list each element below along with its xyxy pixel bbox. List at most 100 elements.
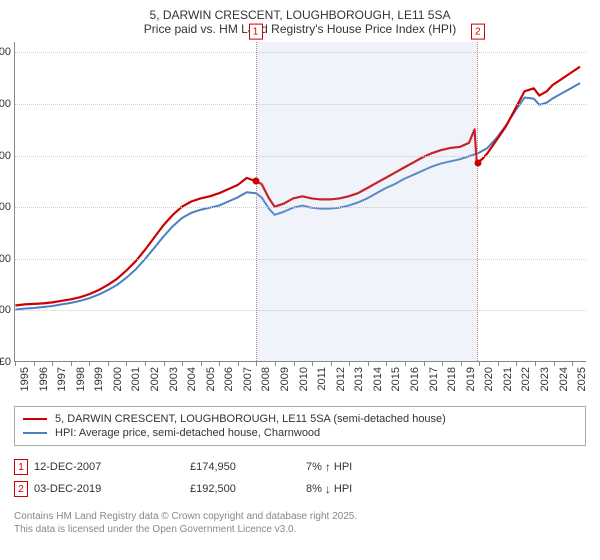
x-tick	[108, 361, 109, 366]
x-tick-label: 2010	[298, 367, 310, 391]
x-tick	[386, 361, 387, 366]
x-tick	[126, 361, 127, 366]
title-line-2: Price paid vs. HM Land Registry's House …	[14, 22, 586, 36]
x-tick-label: 2016	[409, 367, 421, 391]
x-tick	[498, 361, 499, 366]
x-tick	[312, 361, 313, 366]
x-tick-label: 1995	[19, 367, 31, 391]
x-tick-label: 2023	[539, 367, 551, 391]
x-tick-label: 2009	[279, 367, 291, 391]
x-tick-label: 1999	[93, 367, 105, 391]
x-tick-label: 2000	[112, 367, 124, 391]
y-tick-label: £100,000	[0, 253, 11, 265]
x-tick-label: 2020	[483, 367, 495, 391]
marker-dot-1	[252, 178, 259, 185]
x-tick-label: 2002	[149, 367, 161, 391]
x-tick-label: 2014	[372, 367, 384, 391]
x-tick	[71, 361, 72, 366]
x-tick	[405, 361, 406, 366]
x-tick-label: 2003	[168, 367, 180, 391]
chart-container: 5, DARWIN CRESCENT, LOUGHBOROUGH, LE11 5…	[0, 0, 600, 560]
title-line-1: 5, DARWIN CRESCENT, LOUGHBOROUGH, LE11 5…	[14, 8, 586, 22]
x-tick-label: 2004	[186, 367, 198, 391]
event-delta: 8%↓HPI	[306, 482, 352, 496]
x-tick-label: 2008	[260, 367, 272, 391]
x-tick-label: 2007	[242, 367, 254, 391]
x-tick-label: 2019	[465, 367, 477, 391]
plot-area: £0£50,000£100,000£150,000£200,000£250,00…	[14, 42, 586, 362]
footer: Contains HM Land Registry data © Crown c…	[14, 510, 586, 536]
legend-label-hpi: HPI: Average price, semi-detached house,…	[55, 427, 320, 439]
x-tick	[52, 361, 53, 366]
y-tick-label: £50,000	[0, 304, 11, 316]
x-tick-label: 2024	[558, 367, 570, 391]
y-tick-label: £200,000	[0, 150, 11, 162]
x-tick	[535, 361, 536, 366]
legend: 5, DARWIN CRESCENT, LOUGHBOROUGH, LE11 5…	[14, 406, 586, 446]
x-tick	[219, 361, 220, 366]
event-delta-pct: 7%	[306, 461, 322, 473]
chart-title-block: 5, DARWIN CRESCENT, LOUGHBOROUGH, LE11 5…	[14, 8, 586, 36]
x-tick-label: 2015	[390, 367, 402, 391]
event-price: £174,950	[190, 461, 300, 473]
event-delta: 7%↑HPI	[306, 460, 352, 474]
event-date: 12-DEC-2007	[34, 461, 184, 473]
marker-dot-2	[474, 160, 481, 167]
x-tick	[331, 361, 332, 366]
y-tick-label: £150,000	[0, 201, 11, 213]
x-tick	[201, 361, 202, 366]
x-tick	[424, 361, 425, 366]
x-tick	[15, 361, 16, 366]
x-tick-label: 2001	[130, 367, 142, 391]
legend-row-hpi: HPI: Average price, semi-detached house,…	[23, 426, 577, 440]
x-tick-label: 2018	[446, 367, 458, 391]
y-tick-label: £250,000	[0, 98, 11, 110]
x-tick-label: 2013	[353, 367, 365, 391]
x-tick	[275, 361, 276, 366]
footer-line-2: This data is licensed under the Open Gov…	[14, 523, 586, 536]
x-tick	[238, 361, 239, 366]
marker-flag-1: 1	[249, 24, 263, 40]
event-date: 03-DEC-2019	[34, 483, 184, 495]
event-delta-suffix: HPI	[334, 461, 352, 473]
marker-flag-2: 2	[471, 24, 485, 40]
x-tick-label: 1998	[75, 367, 87, 391]
x-tick-label: 1996	[38, 367, 50, 391]
x-tick-label: 2006	[223, 367, 235, 391]
event-table: 112-DEC-2007£174,9507%↑HPI203-DEC-2019£1…	[14, 456, 586, 500]
x-tick-label: 2021	[502, 367, 514, 391]
legend-row-price-paid: 5, DARWIN CRESCENT, LOUGHBOROUGH, LE11 5…	[23, 412, 577, 426]
x-tick-label: 1997	[56, 367, 68, 391]
event-marker-2: 2	[14, 481, 28, 497]
x-tick	[516, 361, 517, 366]
legend-swatch-hpi	[23, 432, 47, 434]
x-tick	[368, 361, 369, 366]
x-tick	[182, 361, 183, 366]
x-tick	[554, 361, 555, 366]
x-tick	[145, 361, 146, 366]
event-delta-pct: 8%	[306, 483, 322, 495]
x-tick	[442, 361, 443, 366]
arrow-up-icon: ↑	[325, 460, 331, 474]
x-tick	[164, 361, 165, 366]
x-tick	[461, 361, 462, 366]
x-tick	[294, 361, 295, 366]
x-tick	[256, 361, 257, 366]
event-delta-suffix: HPI	[334, 483, 352, 495]
x-tick-label: 2025	[576, 367, 588, 391]
x-tick-label: 2011	[316, 367, 328, 391]
x-tick	[349, 361, 350, 366]
x-tick	[572, 361, 573, 366]
x-tick	[89, 361, 90, 366]
y-tick-label: £0	[0, 356, 11, 368]
x-tick-label: 2022	[520, 367, 532, 391]
arrow-down-icon: ↓	[325, 482, 331, 496]
x-tick-label: 2005	[205, 367, 217, 391]
x-tick-label: 2012	[335, 367, 347, 391]
event-row: 203-DEC-2019£192,5008%↓HPI	[14, 478, 586, 500]
y-tick-label: £300,000	[0, 46, 11, 58]
x-tick	[479, 361, 480, 366]
footer-line-1: Contains HM Land Registry data © Crown c…	[14, 510, 586, 523]
shaded-band	[256, 42, 478, 361]
event-marker-1: 1	[14, 459, 28, 475]
